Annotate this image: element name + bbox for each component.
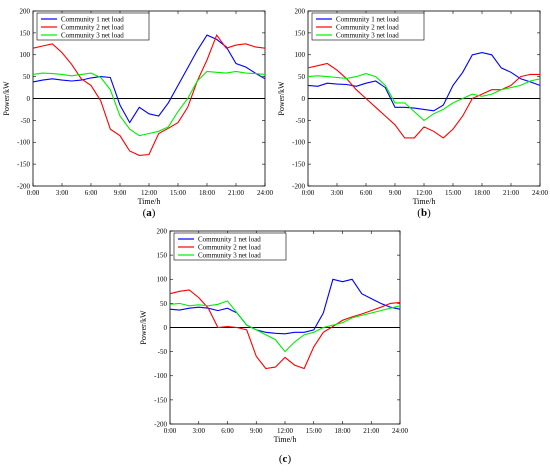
series-line-3 (169, 300, 401, 353)
x-axis-label: Time/h (138, 197, 161, 206)
y-tick-label: 200 (157, 227, 168, 235)
series-line-3 (32, 70, 266, 137)
y-tick-label: -150 (17, 161, 30, 169)
series-line-2 (169, 289, 401, 370)
y-tick-label: 50 (23, 73, 31, 81)
y-tick-label: 150 (157, 252, 168, 260)
y-tick-label: -200 (292, 182, 305, 190)
x-tick-label: 21:00 (228, 189, 244, 197)
x-tick-label: 24:00 (257, 189, 273, 197)
y-tick-label: 150 (20, 29, 31, 37)
x-tick-label: 9:00 (114, 189, 127, 197)
legend-entry-2: Community 2 net load (198, 243, 261, 251)
y-tick-label: 50 (160, 300, 168, 308)
x-tick-label: 6:00 (360, 189, 373, 197)
y-tick-label: -150 (292, 161, 305, 169)
x-tick-label: 15:00 (170, 189, 186, 197)
x-tick-label: 24:00 (392, 427, 408, 435)
y-tick-label: -50 (21, 117, 31, 125)
y-tick-label: -200 (17, 182, 30, 190)
series-line-3 (307, 73, 541, 122)
x-tick-label: 15:00 (306, 427, 322, 435)
x-tick-label: 15:00 (445, 189, 461, 197)
x-tick-label: 18:00 (199, 189, 215, 197)
y-tick-label: 0 (302, 95, 306, 103)
x-tick-label: 0:00 (302, 189, 315, 197)
y-tick-label: -50 (296, 117, 306, 125)
y-tick-label: 100 (20, 51, 31, 59)
y-tick-label: -100 (154, 372, 167, 380)
x-tick-label: 6:00 (85, 189, 98, 197)
y-axis-label: Power/kW (277, 81, 286, 116)
x-tick-label: 21:00 (363, 427, 379, 435)
y-tick-label: 200 (295, 7, 306, 15)
legend-entry-3: Community 3 net load (198, 251, 261, 259)
x-tick-label: 9:00 (250, 427, 263, 435)
x-tick-label: 24:00 (532, 189, 548, 197)
x-axis-label: Time/h (274, 435, 297, 444)
legend-entry-3: Community 3 net load (61, 31, 124, 39)
y-tick-label: 50 (298, 73, 306, 81)
series-line-2 (307, 62, 540, 139)
y-tick-label: 100 (157, 276, 168, 284)
legend-entry-1: Community 1 net load (336, 15, 399, 23)
y-tick-label: 100 (295, 51, 306, 59)
x-tick-label: 9:00 (389, 189, 402, 197)
y-tick-label: 200 (20, 7, 31, 15)
legend-entry-2: Community 2 net load (61, 23, 124, 31)
y-tick-label: -150 (154, 396, 167, 404)
series-line-2 (32, 33, 266, 156)
x-tick-label: 12:00 (277, 427, 293, 435)
x-tick-label: 3:00 (331, 189, 344, 197)
legend-entry-1: Community 1 net load (61, 15, 124, 23)
series-line-1 (307, 52, 541, 112)
x-tick-label: 0:00 (27, 189, 40, 197)
y-tick-label: 150 (295, 29, 306, 37)
x-tick-label: 18:00 (335, 427, 351, 435)
y-tick-label: -100 (17, 139, 30, 147)
legend-entry-1: Community 1 net load (198, 235, 261, 243)
panel-label: (b) (417, 207, 431, 219)
panel-label: (a) (143, 207, 156, 219)
x-tick-label: 18:00 (474, 189, 490, 197)
x-tick-label: 3:00 (193, 427, 206, 435)
x-tick-label: 6:00 (221, 427, 234, 435)
y-tick-label: -200 (154, 420, 167, 428)
x-tick-label: 0:00 (164, 427, 177, 435)
x-axis-label: Time/h (413, 197, 436, 206)
y-axis-label: Power/kW (2, 81, 11, 116)
y-tick-label: -100 (292, 139, 305, 147)
y-tick-label: -50 (158, 348, 168, 356)
y-axis-label: Power/kW (139, 310, 148, 345)
y-tick-label: 0 (27, 95, 31, 103)
x-tick-label: 3:00 (56, 189, 69, 197)
x-tick-label: 12:00 (416, 189, 432, 197)
legend-entry-2: Community 2 net load (336, 23, 399, 31)
y-tick-label: 0 (164, 324, 168, 332)
x-tick-label: 12:00 (141, 189, 157, 197)
x-tick-label: 21:00 (503, 189, 519, 197)
series-line-1 (169, 278, 401, 335)
legend-entry-3: Community 3 net load (336, 31, 399, 39)
panel-label: (c) (279, 453, 292, 465)
series-line-1 (32, 34, 266, 124)
